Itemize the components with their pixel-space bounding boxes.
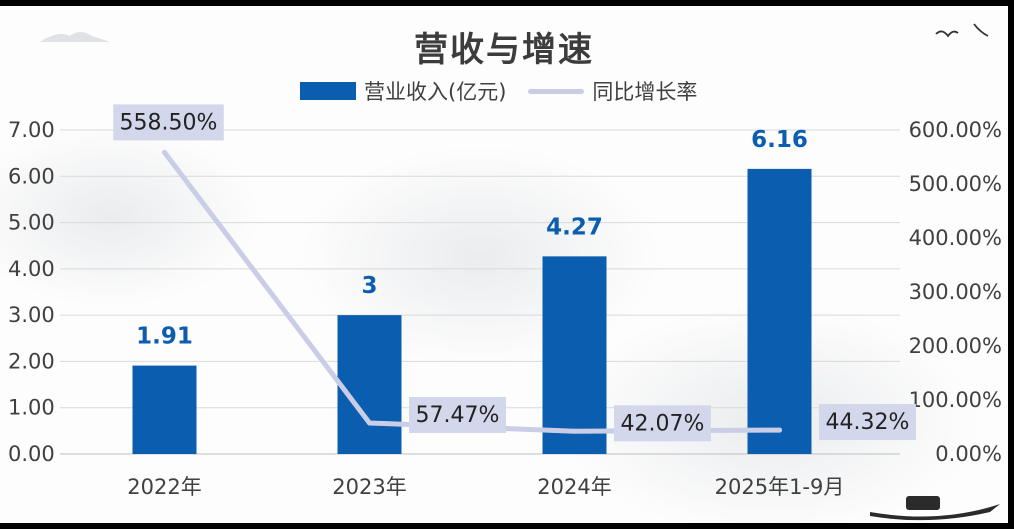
legend-line-swatch <box>528 88 585 94</box>
growth-rate-label: 558.50% <box>120 110 218 135</box>
mountain-decoration-icon <box>40 32 110 42</box>
left-axis-tick-label: 7.00 <box>8 118 55 142</box>
chart-title: 营收与增速 <box>414 30 594 70</box>
revenue-bar-label: 6.16 <box>751 127 808 153</box>
revenue-bar <box>337 315 402 454</box>
legend-bar-label: 营业收入(亿元) <box>364 80 507 104</box>
legend-line-label: 同比增长率 <box>592 80 698 104</box>
background-haze <box>0 126 260 306</box>
chart-canvas: 0.00 1.00 2.00 3.00 4.00 5.00 6.00 7.00 0.00% 10… <box>8 23 1002 521</box>
growth-rate-label-box <box>819 404 916 441</box>
right-axis-tick-label: 600.00% <box>909 118 1002 142</box>
chart-legend: 营业收入(亿元) 同比增长率 <box>300 76 697 106</box>
revenue-bar <box>747 168 812 454</box>
left-axis-tick-label: 1.00 <box>8 396 55 420</box>
growth-rate-point <box>572 428 577 434</box>
growth-rate-label-box <box>409 396 506 433</box>
right-axis-tick-label: 200.00% <box>909 334 1002 358</box>
left-axis-tick-label: 2.00 <box>8 349 55 373</box>
growth-rate-point <box>367 420 372 426</box>
growth-rate-label: 42.07% <box>621 411 705 436</box>
growth-rate-label-box <box>113 104 224 141</box>
revenue-bar-label: 1.91 <box>136 324 193 350</box>
category-label: 2025年1-9月 <box>715 475 845 499</box>
category-label: 2023年 <box>332 475 406 499</box>
right-axis-tick-label: 300.00% <box>909 280 1002 304</box>
left-axis-tick-label: 6.00 <box>8 164 55 188</box>
left-axis-tick-label: 4.00 <box>8 257 55 281</box>
growth-rate-point <box>162 149 167 155</box>
growth-rate-line <box>162 149 782 434</box>
category-label: 2022年 <box>127 475 201 499</box>
revenue-bar-label: 3 <box>361 273 377 299</box>
growth-rate-point <box>777 427 782 433</box>
right-axis-tick-label: 500.00% <box>909 172 1002 196</box>
left-axis-tick-label: 3.00 <box>8 303 55 327</box>
revenue-bar <box>542 256 607 454</box>
right-axis-tick-label: 0.00% <box>935 442 1002 466</box>
revenue-bar <box>132 365 197 454</box>
left-axis-tick-label: 5.00 <box>8 211 55 235</box>
chart-frame: 营收与增速 营业收入(亿元) 同比增长率 0.00 1.00 2.00 3.00 4.0… <box>0 6 1008 523</box>
growth-rate-label-box <box>614 405 711 442</box>
birds-decoration-icon <box>935 23 989 38</box>
legend-bar-swatch <box>300 82 356 100</box>
boat-decoration-icon <box>870 496 1000 521</box>
growth-rate-label: 57.47% <box>416 403 500 428</box>
revenue-bar-label: 4.27 <box>546 214 603 240</box>
left-axis-tick-label: 0.00 <box>8 442 55 466</box>
growth-rate-label: 44.32% <box>826 410 910 435</box>
right-axis-tick-label: 400.00% <box>909 226 1002 250</box>
right-axis-tick-label: 100.00% <box>909 388 1002 412</box>
category-label: 2024年 <box>537 475 611 499</box>
